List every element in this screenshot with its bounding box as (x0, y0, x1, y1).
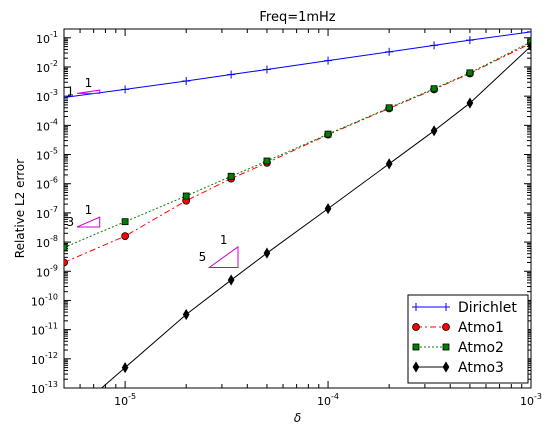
slope-run-label: 1 (85, 76, 93, 90)
data-point (182, 308, 190, 321)
slope-run-label: 1 (85, 203, 93, 217)
legend-label: Atmo3 (458, 360, 504, 376)
legend-item: Atmo3 (412, 360, 504, 376)
y-tick-label: 10-9 (36, 263, 58, 279)
data-point (430, 85, 438, 93)
data-point (527, 29, 531, 36)
data-point (385, 104, 393, 112)
y-tick-label: 10-10 (31, 292, 58, 308)
data-point (527, 40, 531, 52)
plot-frame (63, 28, 532, 389)
slope-rise-label: 3 (66, 215, 74, 229)
data-point (182, 77, 191, 86)
data-point (263, 247, 271, 259)
y-tick-label: 10-1 (36, 30, 58, 46)
legend-label: Atmo2 (458, 340, 504, 356)
series-line (100, 45, 531, 388)
slope-triangle: 15 (199, 233, 239, 268)
y-tick-label: 10-6 (36, 176, 58, 192)
y-tick-label: 10-7 (36, 205, 58, 221)
legend-marker (412, 323, 420, 331)
legend-marker (442, 343, 450, 351)
legend-marker (412, 303, 420, 311)
data-point (430, 125, 438, 137)
x-tick-label: 10-3 (520, 392, 542, 408)
data-point (227, 274, 235, 286)
data-point (430, 41, 439, 50)
y-tick-label: 10-11 (31, 322, 58, 338)
data-point (466, 69, 474, 77)
legend-marker (442, 361, 450, 373)
data-point (121, 85, 130, 94)
legend-item: Dirichlet (412, 300, 517, 316)
slope-rise-label: 5 (199, 250, 207, 264)
x-tick-label: 10-5 (114, 392, 136, 408)
y-tick-label: 10-13 (31, 380, 58, 396)
series-atmo2 (64, 38, 531, 251)
legend-box (407, 294, 529, 384)
legend-marker (442, 323, 450, 331)
series-line (64, 42, 531, 263)
y-axis-label: Relative L2 error (13, 159, 27, 258)
x-axis-label: δ (294, 411, 301, 425)
slope-rise-label: 1 (66, 85, 74, 99)
data-point (227, 70, 236, 79)
y-tick-label: 10-5 (36, 147, 58, 163)
slope-triangle: 11 (66, 76, 101, 99)
data-point (263, 157, 271, 165)
data-point (465, 36, 474, 45)
data-point (262, 65, 271, 74)
chart-title: Freq=1mHz (259, 10, 335, 25)
data-point (466, 97, 474, 109)
series-layer (64, 29, 531, 388)
data-point (227, 172, 235, 180)
y-tick-label: 10-8 (36, 234, 58, 250)
y-tick-label: 10-2 (36, 59, 58, 75)
series-line (64, 41, 531, 248)
data-point (121, 218, 129, 226)
slope-triangle-shape (77, 89, 101, 94)
series-line (64, 31, 531, 98)
slope-run-label: 1 (220, 233, 228, 247)
series-atmo1 (64, 39, 531, 267)
legend-marker (442, 303, 450, 311)
data-point (64, 244, 68, 251)
data-point (64, 258, 68, 267)
data-point (385, 158, 393, 170)
data-point (324, 56, 333, 65)
x-tick-label: 10-4 (317, 392, 339, 408)
data-point (324, 203, 332, 215)
legend-marker (412, 361, 420, 373)
series-dirichlet (64, 29, 531, 102)
data-point (182, 192, 190, 200)
data-point (64, 93, 68, 102)
y-tick-label: 10-3 (36, 88, 58, 104)
slope-triangle-shape (76, 216, 101, 228)
legend-marker (412, 343, 420, 351)
data-point (324, 130, 332, 138)
data-point (121, 362, 129, 374)
y-tick-label: 10-12 (31, 351, 58, 367)
data-point (385, 47, 394, 56)
slope-triangle: 13 (66, 203, 101, 229)
legend: Dirichlet Atmo1 Atmo2 Atmo3 (407, 294, 529, 384)
legend-label: Atmo1 (458, 320, 504, 336)
data-point (527, 38, 531, 46)
series-atmo3 (100, 40, 531, 388)
data-point (121, 232, 129, 241)
legend-item: Atmo2 (412, 340, 504, 356)
legend-item: Atmo1 (412, 320, 504, 336)
slope-triangle-shape (207, 245, 239, 268)
legend-label: Dirichlet (458, 300, 517, 316)
y-tick-label: 10-4 (36, 117, 58, 133)
